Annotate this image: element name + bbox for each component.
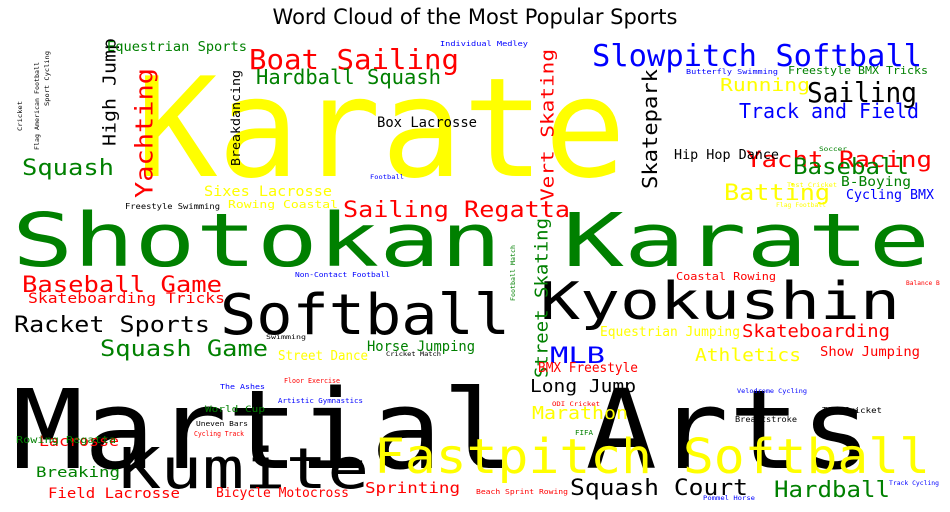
word-cycling-bmx: Cycling BMX bbox=[846, 188, 934, 203]
word-b-boying: B-Boying bbox=[841, 175, 911, 190]
word-cloud: Martial Arts Karate Shotokan Karate Kyokush… bbox=[12, 36, 940, 512]
word-hardball-squash: Hardball Squash bbox=[256, 65, 441, 89]
word-velodrome-cycling: Velodrome Cycling bbox=[737, 388, 807, 395]
word-field-lacrosse: Field Lacrosse bbox=[48, 486, 180, 502]
word-t20-cricket: T20 Cricket bbox=[822, 406, 882, 415]
word-karate: Karate bbox=[136, 48, 626, 209]
word-swimming: Swimming bbox=[266, 334, 307, 341]
word-butterfly-swimming: Butterfly Swimming bbox=[686, 68, 778, 76]
word-high-jump: High Jump bbox=[99, 38, 120, 146]
word-long-jump: Long Jump bbox=[530, 376, 636, 397]
word-hardball: Hardball bbox=[774, 478, 890, 503]
word-floor-exercise: Floor Exercise bbox=[284, 377, 340, 385]
word-breaking: Breaking bbox=[36, 465, 120, 481]
word-squash-court: Squash Court bbox=[570, 476, 748, 501]
word-football: Football bbox=[370, 174, 404, 181]
word-yachting: Yachting bbox=[130, 68, 158, 198]
word-bmx-freestyle: BMX Freestyle bbox=[538, 361, 638, 376]
word-marathon: Marathon bbox=[532, 403, 628, 424]
word-baseball: Baseball bbox=[793, 155, 909, 180]
word-equestrian-jumping: Equestrian Jumping bbox=[600, 325, 740, 340]
word-sport-cycling: Sport Cycling bbox=[44, 51, 51, 106]
word-martial-arts: Martial Arts bbox=[12, 366, 872, 494]
word-boat-sailing: Boat Sailing bbox=[249, 43, 459, 76]
word-freestyle-bmx-tricks: Freestyle BMX Tricks bbox=[788, 64, 928, 77]
word-track-cycling: Track Cycling bbox=[889, 480, 939, 487]
word-kumite: Kumite bbox=[119, 437, 369, 502]
word-artistic-gymnastics: Artistic Gymnastics bbox=[278, 397, 363, 405]
word-flag-football: Flag Football bbox=[776, 202, 826, 209]
word-breaststroke: Breaststroke bbox=[735, 415, 797, 424]
word-running: Running bbox=[720, 75, 810, 96]
word-batting: Batting bbox=[724, 181, 830, 206]
word-odi-cricket: ODI Cricket bbox=[552, 401, 600, 408]
word-hip-hop-dance: Hip Hop Dance bbox=[674, 148, 779, 163]
word-mlb: MLB bbox=[550, 344, 605, 369]
word-beach-sprint-rowing: Beach Sprint Rowing bbox=[476, 488, 568, 496]
word-uneven-bars: Uneven Bars bbox=[196, 420, 248, 428]
word-rowing-coastal: Rowing Coastal bbox=[228, 198, 338, 211]
word-equestrian-sports: Equestrian Sports bbox=[107, 40, 247, 55]
word-squash-game: Squash Game bbox=[100, 337, 268, 362]
word-cricket: Cricket bbox=[17, 101, 24, 131]
word-sailing-regatta: Sailing Regatta bbox=[343, 198, 570, 223]
word-shotokan-karate: Shotokan Karate bbox=[12, 198, 930, 284]
word-box-lacrosse: Box Lacrosse bbox=[377, 115, 477, 131]
word-skateboarding: Skateboarding bbox=[742, 321, 890, 342]
word-rowing-regatta: Rowing Regatta bbox=[16, 435, 116, 446]
word-kyokushin: Kyokushin bbox=[540, 272, 900, 332]
word-breakdancing: Breakdancing bbox=[229, 70, 243, 166]
word-skatepark: Skatepark bbox=[638, 69, 662, 189]
word-vert-skating: Vert Skating bbox=[537, 49, 558, 201]
word-show-jumping: Show Jumping bbox=[820, 345, 920, 360]
word-horse-jumping: Horse Jumping bbox=[367, 339, 475, 355]
word-pommel-horse: Pommel Horse bbox=[703, 495, 755, 502]
word-fifa: FIFA bbox=[575, 429, 594, 437]
word-street-skating: Street Skating bbox=[531, 218, 552, 378]
word-track-and-field: Track and Field bbox=[739, 99, 919, 123]
word-sixes-lacrosse: Sixes Lacrosse bbox=[204, 184, 332, 200]
word-cricket-match: Cricket Match bbox=[386, 351, 441, 358]
word-individual-medley: Individual Medley bbox=[440, 40, 528, 48]
word-the-ashes: The Ashes bbox=[220, 383, 265, 391]
word-balance-beam: Balance Beam bbox=[906, 280, 940, 287]
word-softball: Softball bbox=[220, 283, 510, 348]
word-squash: Squash bbox=[22, 156, 114, 181]
word-skateboarding-tricks: Skateboarding Tricks bbox=[28, 291, 225, 307]
word-sailing: Sailing bbox=[807, 76, 917, 109]
word-coastal-rowing: Coastal Rowing bbox=[676, 270, 776, 283]
word-bicycle-motocross: Bicycle Motocross bbox=[216, 486, 349, 501]
word-slowpitch-softball: Slowpitch Softball bbox=[592, 39, 922, 74]
word-baseball-game: Baseball Game bbox=[22, 273, 222, 298]
word-test-cricket: Test Cricket bbox=[787, 182, 837, 189]
word-flag-american-football: Flag American Football bbox=[34, 62, 41, 150]
word-cycling-track: Cycling Track bbox=[194, 430, 245, 438]
word-street-dance: Street Dance bbox=[278, 349, 368, 364]
word-non-contact-football: Non-Contact Football bbox=[295, 271, 390, 279]
word-freestyle-swimming: Freestyle Swimming bbox=[125, 202, 220, 211]
word-soccer: Soccer bbox=[819, 146, 847, 153]
word-fastpitch-softball: Fastpitch Softball bbox=[374, 429, 930, 485]
word-athletics: Athletics bbox=[695, 345, 801, 366]
word-world-cup: World Cup bbox=[205, 405, 265, 415]
word-sprinting: Sprinting bbox=[365, 479, 460, 497]
word-yacht-racing: Yacht Racing bbox=[746, 148, 932, 173]
word-football-match: Football Match bbox=[510, 245, 517, 301]
chart-title: Word Cloud of the Most Popular Sports bbox=[272, 5, 678, 29]
word-lacrosse: Lacrosse bbox=[39, 434, 119, 450]
word-racket-sports: Racket Sports bbox=[14, 313, 210, 338]
